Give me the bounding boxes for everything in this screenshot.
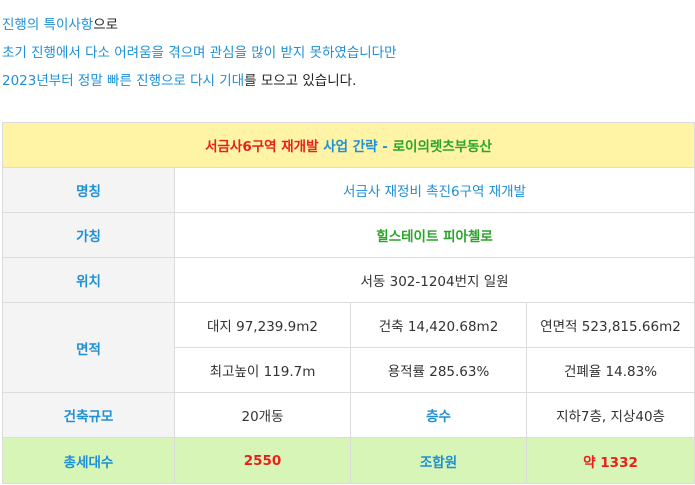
table-row-households: 총세대수 2550 조합원 약 1332 — [2, 437, 695, 484]
members-label: 조합원 — [350, 437, 527, 484]
table-title: 서금사6구역 재개발 사업 간략 - 로이의렛츠부동산 — [1, 122, 695, 168]
alias-value: 힐스테이트 피아첼로 — [173, 212, 695, 258]
site-area-value: 대지 97,239.9m2 — [174, 302, 351, 348]
name-value: 서금사 재정비 촉진6구역 재개발 — [173, 167, 695, 213]
table-title-source: 로이의렛츠부동산 — [392, 139, 492, 155]
floors-value: 지하7층, 지상40층 — [525, 392, 695, 438]
intro-line-1-highlight: 진행의 특이사항 — [2, 17, 94, 33]
table-row: 명칭 서금사 재정비 촉진6구역 재개발 — [2, 167, 695, 213]
intro-text: 진행의 특이사항으로 초기 진행에서 다소 어려움을 겪으며 관심을 많이 받지… — [2, 11, 397, 95]
intro-line-3-rest: 를 모으고 있습니다. — [244, 73, 357, 89]
scale-label: 건축규모 — [2, 392, 175, 438]
project-summary-table: 서금사6구역 재개발 사업 간략 - 로이의렛츠부동산 명칭 서금사 재정비 촉… — [1, 122, 695, 484]
area-label: 면적 — [2, 302, 175, 393]
table-title-project: 서금사6구역 재개발 — [205, 139, 319, 155]
table-row: 위치 서동 302-1204번지 일원 — [2, 257, 695, 303]
table-row: 최고높이 119.7m 용적률 285.63% 건폐율 14.83% — [3, 347, 695, 393]
location-label: 위치 — [2, 257, 175, 303]
members-value: 약 1332 — [525, 437, 695, 484]
alias-label: 가칭 — [2, 212, 175, 258]
intro-line-3-highlight: 2023년부터 정말 빠른 진행으로 다시 기대 — [2, 73, 245, 89]
scale-value: 20개동 — [174, 392, 351, 438]
households-label: 총세대수 — [2, 437, 175, 484]
table-row: 가칭 힐스테이트 피아첼로 — [2, 212, 695, 258]
intro-line-1-rest: 으로 — [93, 17, 119, 33]
building-area-value: 건축 14,420.68m2 — [350, 302, 527, 348]
table-title-row: 서금사6구역 재개발 사업 간략 - 로이의렛츠부동산 — [1, 122, 695, 168]
floor-area-ratio-value: 용적률 285.63% — [350, 347, 527, 393]
intro-line-3: 2023년부터 정말 빠른 진행으로 다시 기대를 모으고 있습니다. — [2, 67, 397, 95]
table-title-middle: 사업 간략 - — [318, 139, 393, 155]
name-label: 명칭 — [2, 167, 175, 213]
building-coverage-value: 건폐율 14.83% — [525, 347, 695, 393]
table-row: 면적 대지 97,239.9m2 건축 14,420.68m2 연면적 523,… — [2, 302, 695, 393]
households-value: 2550 — [174, 437, 351, 484]
floors-label: 층수 — [350, 392, 527, 438]
table-row: 건축규모 20개동 층수 지하7층, 지상40층 — [2, 392, 695, 438]
intro-line-2: 초기 진행에서 다소 어려움을 겪으며 관심을 많이 받지 못하였습니다만 — [2, 45, 397, 61]
max-height-value: 최고높이 119.7m — [174, 347, 351, 393]
intro-line-1: 진행의 특이사항으로 — [2, 11, 397, 39]
floor-area-value: 연면적 523,815.66m2 — [525, 302, 695, 348]
location-value: 서동 302-1204번지 일원 — [173, 257, 695, 303]
